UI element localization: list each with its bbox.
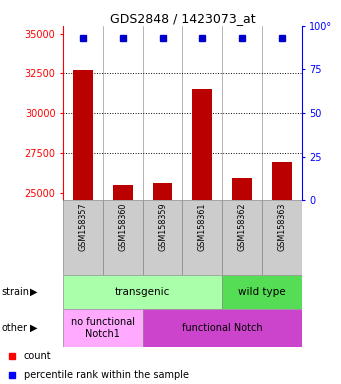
Bar <box>182 200 222 275</box>
Text: percentile rank within the sample: percentile rank within the sample <box>24 370 189 380</box>
Text: strain: strain <box>2 287 30 297</box>
Bar <box>63 200 103 275</box>
Text: GSM158361: GSM158361 <box>198 203 207 251</box>
Text: ▶: ▶ <box>30 323 38 333</box>
Bar <box>143 309 302 347</box>
Text: no functional
Notch1: no functional Notch1 <box>71 317 135 339</box>
Text: GSM158357: GSM158357 <box>78 203 88 251</box>
Text: GSM158360: GSM158360 <box>118 203 127 251</box>
Bar <box>63 309 143 347</box>
Text: count: count <box>24 351 51 361</box>
Bar <box>103 200 143 275</box>
Text: transgenic: transgenic <box>115 287 170 297</box>
Text: functional Notch: functional Notch <box>182 323 263 333</box>
Bar <box>192 89 212 200</box>
Text: other: other <box>2 323 28 333</box>
Bar <box>113 185 133 200</box>
Text: ▶: ▶ <box>30 287 38 297</box>
Title: GDS2848 / 1423073_at: GDS2848 / 1423073_at <box>109 12 255 25</box>
Bar <box>143 200 182 275</box>
Bar <box>153 183 173 200</box>
Text: GSM158362: GSM158362 <box>238 203 247 251</box>
Bar <box>272 162 292 200</box>
Bar <box>262 200 302 275</box>
Text: GSM158363: GSM158363 <box>277 203 286 251</box>
Text: GSM158359: GSM158359 <box>158 203 167 251</box>
Bar <box>222 275 302 309</box>
Bar <box>63 275 222 309</box>
Text: wild type: wild type <box>238 287 286 297</box>
Bar <box>232 178 252 200</box>
Bar <box>73 70 93 200</box>
Bar <box>222 200 262 275</box>
